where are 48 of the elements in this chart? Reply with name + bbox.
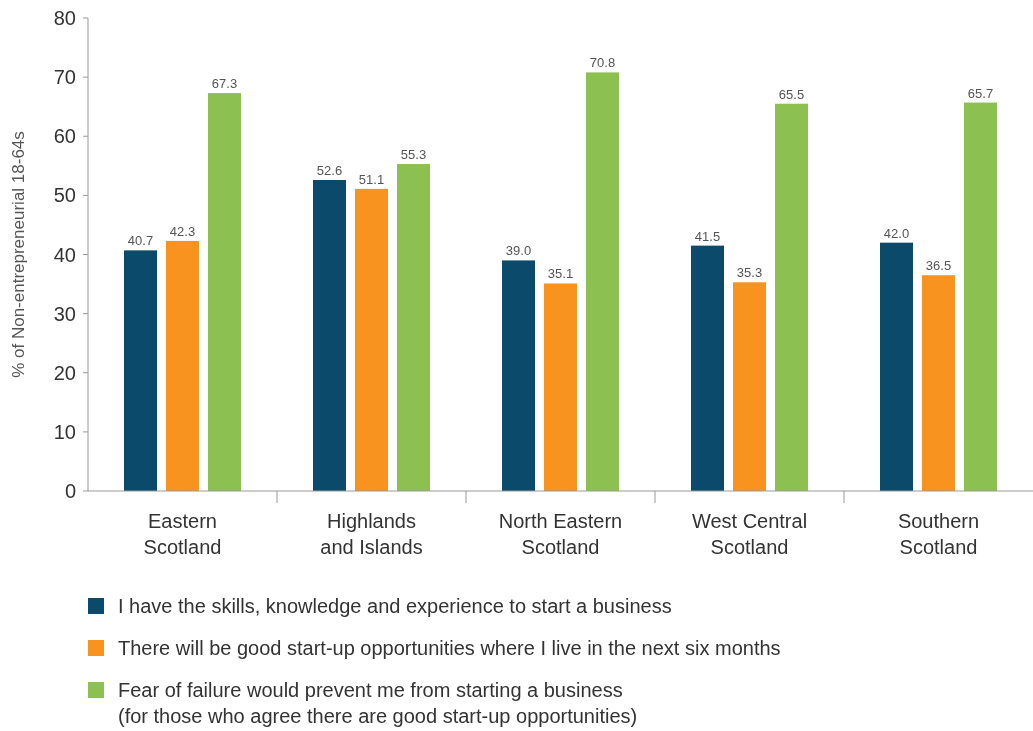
data-label: 55.3 (400, 147, 427, 163)
bar (880, 242, 913, 491)
x-tick-label: North Eastern Scotland (498, 510, 623, 558)
legend-label: I have the skills, knowledge and experience to start a business (118, 595, 672, 617)
data-label: 42.3 (169, 223, 196, 239)
bar (922, 275, 955, 491)
x-tick-label: Southern Scotland (897, 510, 980, 558)
y-tick-label: 0 (64, 480, 76, 502)
bar (964, 102, 997, 491)
data-label: 41.5 (694, 228, 721, 244)
bar (775, 103, 808, 491)
x-tick-label: Eastern Scotland (143, 510, 222, 558)
bar (313, 180, 346, 491)
y-tick-label: 50 (53, 184, 76, 207)
data-label: 52.6 (316, 163, 343, 178)
bar (208, 93, 241, 491)
bar (544, 283, 577, 491)
bar (166, 240, 199, 491)
legend-label: Fear of failure would prevent me from starting a business (for those who agree there are good start-up opportunities) (118, 679, 638, 727)
data-label: 35.3 (736, 265, 763, 281)
y-tick-label: 40 (53, 243, 76, 266)
data-label: 65.5 (778, 86, 805, 102)
bar (733, 282, 766, 491)
data-label: 39.0 (505, 243, 532, 259)
data-label: 35.1 (547, 266, 574, 282)
bar (586, 72, 619, 491)
y-tick-label: 30 (53, 302, 76, 325)
y-tick-label: 10 (53, 420, 76, 443)
x-tick-label: Highlands and Islands (320, 510, 423, 558)
y-axis-title: % of Non-entrepreneurial 18-64s (9, 131, 28, 378)
legend-label: There will be good start-up opportunities where I live in the next six months (118, 637, 781, 659)
data-label: 65.7 (967, 85, 994, 101)
data-label: 51.1 (358, 171, 385, 187)
y-tick-label: 80 (53, 7, 76, 29)
y-tick-label: 70 (53, 66, 76, 89)
x-tick-label: West Central Scotland (691, 510, 808, 558)
data-label: 36.5 (925, 258, 952, 274)
data-label: 67.3 (211, 76, 238, 92)
y-tick-label: 20 (53, 361, 76, 384)
bar (502, 260, 535, 491)
data-label: 42.0 (883, 225, 910, 241)
bar (397, 164, 430, 491)
bar (691, 245, 724, 491)
bar (124, 250, 157, 491)
bar (355, 188, 388, 491)
y-tick-label: 60 (53, 125, 76, 148)
data-label: 40.7 (127, 233, 154, 249)
data-label: 70.8 (589, 55, 616, 71)
